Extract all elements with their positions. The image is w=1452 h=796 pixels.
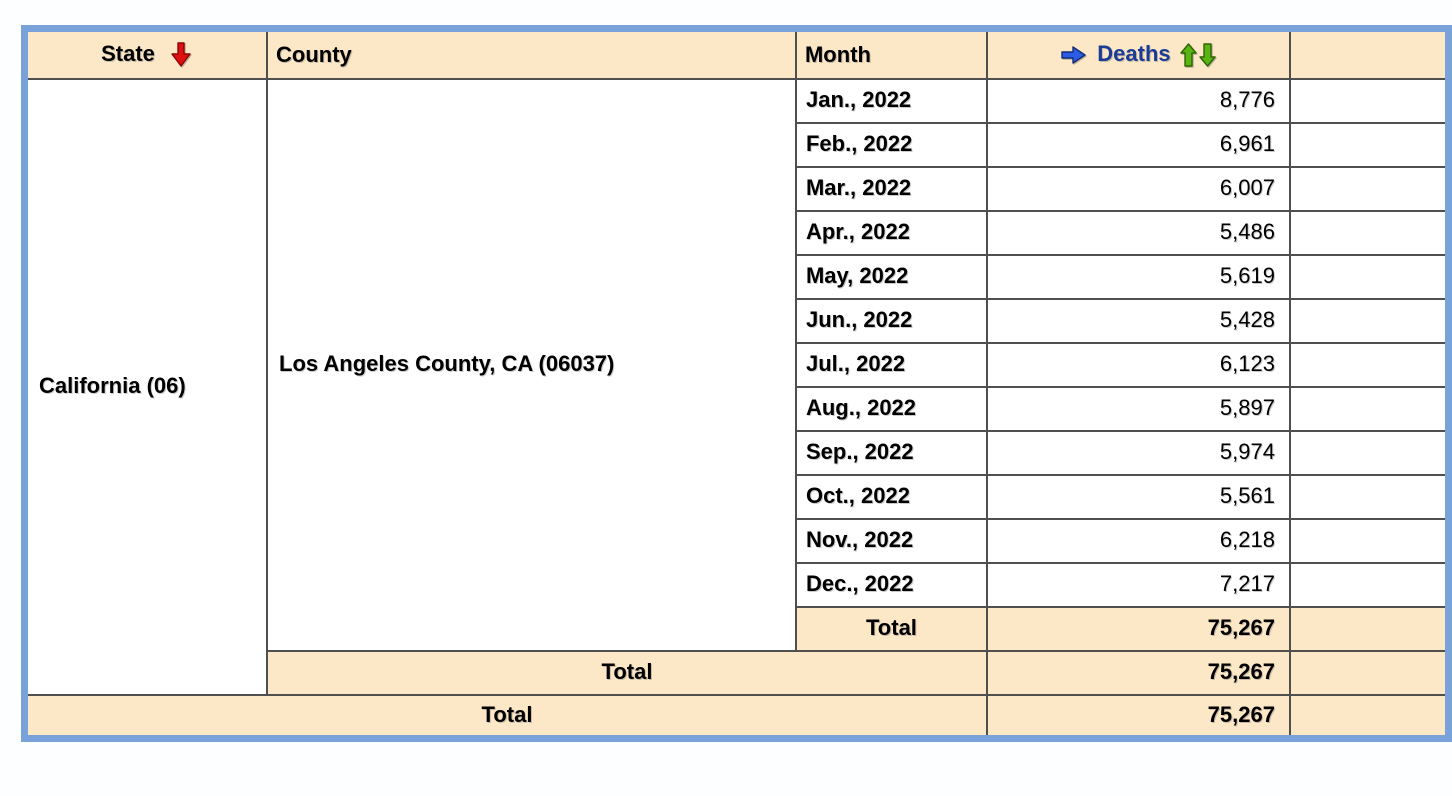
state-total-row: Total 75,267 [23,693,1450,740]
month-row: May, 2022 5,619 [25,253,1450,300]
state-cell: California (06) [23,77,268,696]
month-row: Dec., 2022 7,217 [25,561,1450,608]
deaths-cell: 5,428 [985,297,1291,344]
cutoff-cell [1288,341,1450,388]
month-row: Nov., 2022 6,218 [25,517,1450,564]
cutoff-cell [1288,165,1450,212]
blue-right-arrow-icon [1061,46,1086,64]
county-header-label: County [276,41,352,67]
state-column-header: State [23,27,268,80]
month-row: Aug., 2022 5,897 [25,385,1450,432]
deaths-column-header: Deaths [985,27,1291,80]
deaths-cell: 7,217 [985,561,1291,608]
cutoff-cell [1288,121,1450,168]
month-cell: Mar., 2022 [794,165,988,212]
deaths-cell: 8,776 [985,77,1291,124]
cutoff-cell [1288,473,1450,520]
county-column-header: County [266,27,797,80]
month-column-header: Month [794,27,988,80]
cutoff-cell [1288,605,1450,652]
month-cell: Oct., 2022 [794,473,988,520]
month-cell: Feb., 2022 [794,121,988,168]
state-header-label: State [101,40,155,66]
cutoff-column-header [1288,27,1450,80]
results-table-wrap: State County Month Deaths [21,25,1452,742]
header-row: State County Month Deaths [23,27,1450,80]
month-cell: Jun., 2022 [794,297,988,344]
cutoff-cell [1288,209,1450,256]
month-cell: Jul., 2022 [794,341,988,388]
month-row: Oct., 2022 5,561 [25,473,1450,520]
deaths-header-label: Deaths [1097,40,1171,66]
cutoff-cell [1288,429,1450,476]
month-cell: May, 2022 [794,253,988,300]
cutoff-cell [1288,77,1450,124]
month-cell: Aug., 2022 [794,385,988,432]
month-header-label: Month [804,41,871,67]
deaths-cell: 6,218 [985,517,1291,564]
month-cell: Dec., 2022 [794,561,988,608]
deaths-cell: 5,486 [985,209,1291,256]
results-table: State County Month Deaths [21,25,1452,742]
month-row: Apr., 2022 5,486 [25,209,1450,256]
sort-ascending-green-up-arrow-icon[interactable] [1179,42,1198,68]
state-total-deaths-value: 75,267 [985,693,1291,740]
sort-descending-green-down-arrow-icon[interactable] [1198,42,1217,68]
month-cell: Jan., 2022 [794,77,988,124]
cutoff-cell [1288,693,1450,740]
month-row: Sep., 2022 5,974 [25,429,1450,476]
deaths-cell: 5,974 [985,429,1291,476]
deaths-cell: 5,561 [985,473,1291,520]
cutoff-cell [1288,561,1450,608]
cutoff-cell [1288,517,1450,564]
deaths-cell: 6,007 [985,165,1291,212]
month-row: Feb., 2022 6,961 [25,121,1450,168]
county-cell: Los Angeles County, CA (06037) [266,77,797,652]
sort-descending-red-down-arrow-icon[interactable] [169,41,193,69]
month-total-label: Total [794,605,988,652]
table-body: California (06) Los Angeles County, CA (0… [23,77,1450,740]
county-total-row: Total 75,267 [25,649,1450,696]
month-cell: Apr., 2022 [794,209,988,256]
month-row: California (06) Los Angeles County, CA (0… [23,77,1450,696]
month-cell: Sep., 2022 [794,429,988,476]
deaths-cell: 6,961 [985,121,1291,168]
month-total-row: Total 75,267 [25,605,1450,652]
county-total-deaths-value: 75,267 [985,649,1291,696]
cutoff-cell [1288,649,1450,696]
cutoff-cell [1288,385,1450,432]
county-total-label: Total [266,649,988,696]
month-total-deaths-value: 75,267 [985,605,1291,652]
month-row: Jun., 2022 5,428 [25,297,1450,344]
cutoff-cell [1288,297,1450,344]
state-total-label: Total [23,693,988,740]
cutoff-cell [1288,253,1450,300]
month-row: Jul., 2022 6,123 [25,341,1450,388]
month-cell: Nov., 2022 [794,517,988,564]
deaths-cell: 6,123 [985,341,1291,388]
deaths-cell: 5,897 [985,385,1291,432]
deaths-cell: 5,619 [985,253,1291,300]
month-row: Mar., 2022 6,007 [25,165,1450,212]
